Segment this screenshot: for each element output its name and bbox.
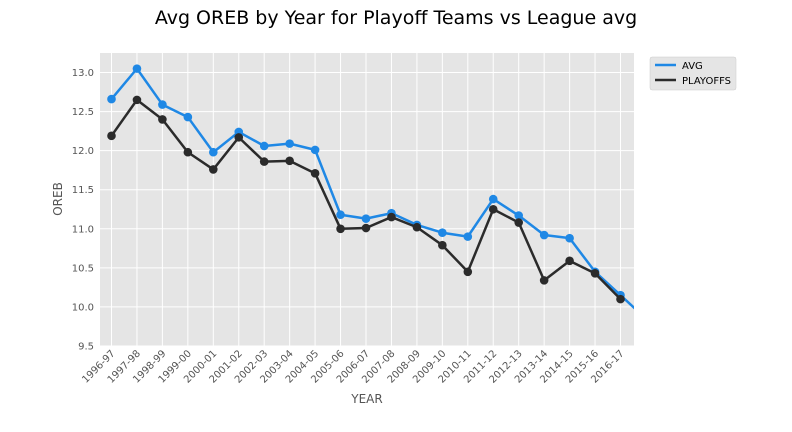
data-point-avg bbox=[107, 94, 116, 104]
data-point-avg bbox=[183, 112, 193, 122]
data-point-playoffs bbox=[310, 169, 320, 178]
x-axis-label: YEAR bbox=[350, 392, 382, 406]
data-point-avg bbox=[539, 230, 549, 240]
data-point-avg bbox=[259, 141, 269, 151]
data-point-playoffs bbox=[209, 165, 218, 174]
y-tick-label: 12.0 bbox=[72, 146, 94, 157]
legend: AVG PLAYOFFS bbox=[649, 56, 737, 91]
legend-label-playoffs: PLAYOFFS bbox=[682, 76, 731, 87]
data-point-avg bbox=[132, 64, 142, 73]
data-point-playoffs bbox=[361, 223, 371, 233]
y-tick-label: 10.5 bbox=[72, 263, 94, 274]
data-point-playoffs bbox=[514, 218, 523, 227]
data-point-playoffs bbox=[234, 133, 244, 142]
data-point-playoffs bbox=[183, 147, 193, 157]
data-point-playoffs bbox=[336, 224, 345, 234]
chart-title: Avg OREB by Year for Playoff Teams vs Le… bbox=[155, 7, 637, 29]
legend-label-avg: AVG bbox=[682, 61, 703, 72]
data-point-playoffs bbox=[565, 256, 574, 266]
y-tick-label: 10.0 bbox=[72, 302, 94, 313]
y-tick-label: 11.0 bbox=[72, 224, 94, 235]
y-tick-label: 11.5 bbox=[72, 185, 94, 196]
data-point-avg bbox=[209, 147, 218, 157]
data-point-playoffs bbox=[438, 240, 447, 250]
y-axis-label: OREB bbox=[51, 182, 65, 216]
series-layer bbox=[107, 64, 634, 310]
data-point-playoffs bbox=[616, 294, 625, 304]
data-point-playoffs bbox=[590, 269, 600, 278]
data-point-avg bbox=[565, 233, 574, 243]
data-point-playoffs bbox=[107, 131, 116, 141]
data-point-playoffs bbox=[158, 115, 167, 124]
data-point-avg bbox=[361, 214, 371, 223]
data-point-avg bbox=[310, 145, 320, 155]
data-point-avg bbox=[336, 210, 345, 220]
data-point-playoffs bbox=[463, 267, 473, 277]
data-point-avg bbox=[438, 228, 447, 238]
data-point-avg bbox=[488, 194, 498, 204]
data-point-avg bbox=[514, 211, 523, 220]
data-point-playoffs bbox=[285, 156, 294, 166]
data-point-playoffs bbox=[488, 204, 498, 214]
data-point-avg bbox=[285, 139, 294, 148]
data-point-avg bbox=[463, 232, 473, 241]
data-point-playoffs bbox=[412, 222, 422, 232]
y-tick-label: 9.5 bbox=[78, 342, 94, 353]
data-point-avg bbox=[158, 100, 167, 109]
data-point-playoffs bbox=[259, 157, 269, 166]
y-tick-label: 13.0 bbox=[72, 68, 94, 79]
y-tick-label: 12.5 bbox=[72, 107, 94, 118]
data-point-playoffs bbox=[132, 95, 142, 105]
data-point-playoffs bbox=[387, 212, 396, 222]
series-line-avg bbox=[110, 67, 634, 310]
data-point-playoffs bbox=[539, 276, 549, 285]
plot-area bbox=[100, 53, 634, 346]
